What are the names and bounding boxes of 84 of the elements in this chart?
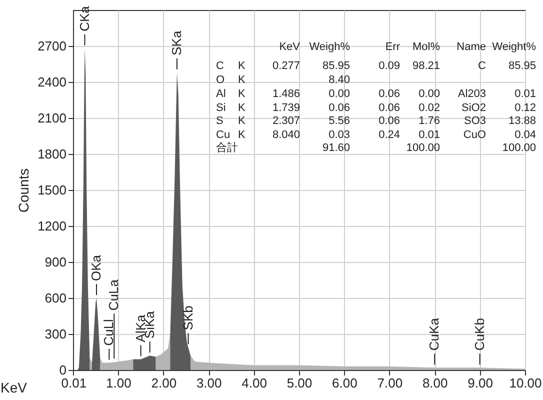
annotation: 0.12	[514, 102, 536, 114]
y-tick-label: 1200	[38, 218, 66, 234]
annotation: KeV	[279, 41, 301, 53]
x-tick-label: 4.00	[242, 376, 267, 390]
annotation: 100.00	[502, 142, 536, 154]
x-axis-title: KeV	[0, 380, 28, 396]
annotation: 0.00	[328, 88, 350, 100]
annotation: C	[478, 60, 486, 72]
annotation: SO3	[464, 115, 486, 127]
annotation: 8.040	[272, 129, 300, 141]
y-axis-title: Counts	[16, 168, 32, 213]
y-tick-label: 1500	[38, 182, 66, 198]
y-tick-label: 1800	[38, 146, 66, 162]
x-tick-label: 10.00	[509, 376, 542, 390]
annotation: 100.00	[406, 142, 440, 154]
annotation: Al203	[458, 88, 486, 100]
x-tick-label: 9.00	[468, 376, 493, 390]
x-tick-label: 8.00	[422, 376, 448, 390]
annotation: CuKa	[426, 317, 442, 351]
annotation: K	[238, 102, 246, 114]
annotation: 13.88	[508, 115, 536, 127]
annotation: 0.04	[514, 129, 536, 141]
x-tick-label: 5.00	[286, 376, 312, 390]
annotation: K	[238, 88, 246, 100]
annotation: Al	[216, 88, 226, 100]
annotation: 0.06	[378, 88, 400, 100]
x-tick-label: 2.00	[151, 376, 177, 390]
annotation: CKa	[76, 5, 92, 32]
annotation: CuLa	[106, 278, 122, 311]
annotation: 0.01	[418, 129, 440, 141]
annotation: 0.01	[514, 88, 536, 100]
annotation: SKa	[168, 30, 184, 56]
annotation: 85.95	[508, 60, 536, 72]
annotation: 0.09	[378, 60, 400, 72]
annotation: 0.02	[418, 102, 440, 114]
annotation: 1.739	[272, 102, 300, 114]
y-tick-label: 2700	[38, 38, 66, 54]
annotation: 0.00	[418, 88, 440, 100]
annotation: 2.307	[272, 115, 300, 127]
annotation: 0.06	[378, 115, 400, 127]
x-tick-label: 1.00	[106, 376, 132, 390]
annotation: 1.76	[418, 115, 440, 127]
y-tick-label: 300	[44, 326, 66, 342]
annotation: 85.95	[322, 60, 350, 72]
annotation: CuO	[463, 129, 486, 141]
annotation: Weigh%	[309, 41, 350, 53]
annotation: Err	[385, 41, 400, 53]
annotation: 合計	[216, 141, 238, 154]
annotation: K	[238, 74, 246, 86]
annotation: SiO2	[462, 102, 486, 114]
annotation: S	[216, 115, 224, 127]
annotation: K	[238, 129, 246, 141]
x-tick-label: 3.00	[196, 376, 222, 390]
annotation: Mol%	[412, 41, 440, 53]
annotation: 91.60	[322, 142, 350, 154]
x-tick-label: 0.01	[61, 376, 87, 390]
annotation: K	[238, 115, 246, 127]
annotation: O	[216, 74, 225, 86]
annotation: Si	[216, 102, 226, 114]
annotation: Weight%	[492, 41, 536, 53]
y-tick-label: 900	[44, 254, 66, 270]
x-tick-label: 7.00	[377, 376, 403, 390]
annotation: C	[216, 60, 224, 72]
y-tick-label: 2100	[38, 110, 66, 126]
annotation: CuLl	[101, 318, 116, 346]
annotation: CuKb	[472, 318, 487, 351]
annotation: 98.21	[412, 60, 440, 72]
x-tick-label: 6.00	[332, 376, 358, 390]
y-tick-label: 0	[59, 362, 66, 378]
annotation: SKb	[180, 306, 196, 330]
annotation: 0.06	[378, 102, 400, 114]
annotation: 1.486	[272, 88, 300, 100]
annotation: 0.06	[328, 102, 350, 114]
y-tick-label: 2400	[38, 74, 66, 90]
annotation: 5.56	[328, 115, 350, 127]
annotation: Cu	[216, 129, 230, 141]
annotation: 0.24	[378, 129, 400, 141]
annotation: 8.40	[328, 74, 350, 86]
annotation: Name	[456, 41, 486, 53]
annotation: 0.03	[328, 129, 350, 141]
annotation: OKa	[88, 254, 104, 281]
y-tick-label: 600	[44, 290, 66, 306]
annotation: K	[238, 60, 246, 72]
annotation: 0.277	[272, 60, 300, 72]
